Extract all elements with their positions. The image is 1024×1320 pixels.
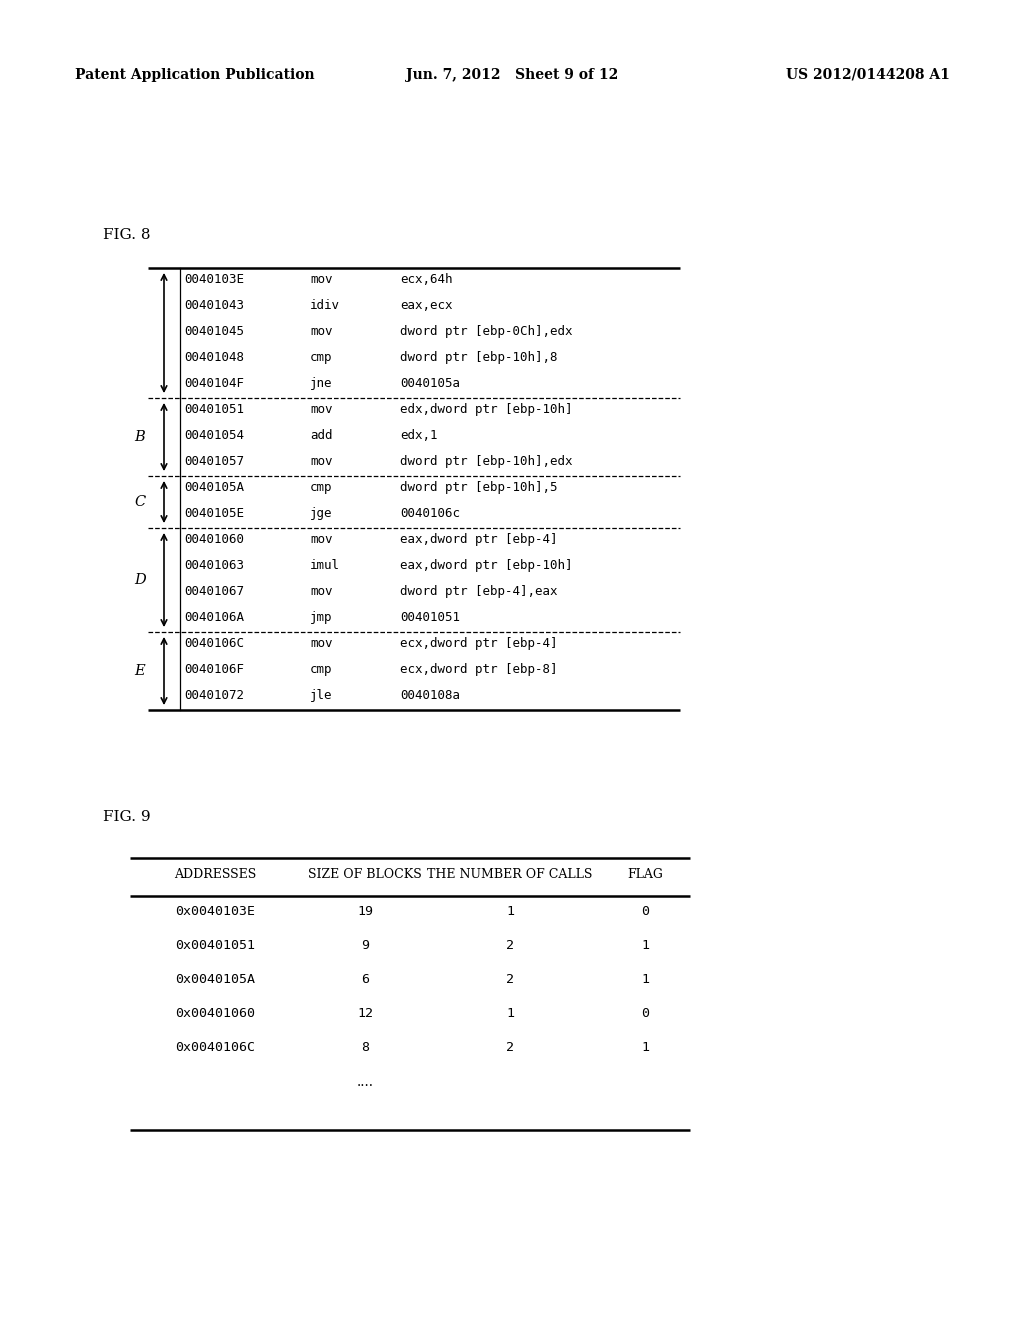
Text: Jun. 7, 2012   Sheet 9 of 12: Jun. 7, 2012 Sheet 9 of 12 bbox=[406, 69, 618, 82]
Text: 8: 8 bbox=[361, 1041, 369, 1053]
Text: ....: .... bbox=[356, 1074, 374, 1089]
Text: jne: jne bbox=[310, 378, 333, 389]
Text: 0040106A: 0040106A bbox=[184, 611, 244, 624]
Text: FIG. 9: FIG. 9 bbox=[103, 810, 151, 824]
Text: imul: imul bbox=[310, 558, 340, 572]
Text: edx,1: edx,1 bbox=[400, 429, 437, 442]
Text: jmp: jmp bbox=[310, 611, 333, 624]
Text: 0040106C: 0040106C bbox=[184, 638, 244, 649]
Text: 0x0040106C: 0x0040106C bbox=[175, 1041, 255, 1053]
Text: ecx,64h: ecx,64h bbox=[400, 273, 453, 286]
Text: cmp: cmp bbox=[310, 663, 333, 676]
Text: mov: mov bbox=[310, 638, 333, 649]
Text: 0x00401060: 0x00401060 bbox=[175, 1007, 255, 1020]
Text: 0x00401051: 0x00401051 bbox=[175, 939, 255, 952]
Text: THE NUMBER OF CALLS: THE NUMBER OF CALLS bbox=[427, 869, 593, 880]
Text: 0040105E: 0040105E bbox=[184, 507, 244, 520]
Text: 0040106F: 0040106F bbox=[184, 663, 244, 676]
Text: dword ptr [ebp-10h],edx: dword ptr [ebp-10h],edx bbox=[400, 455, 572, 469]
Text: 00401051: 00401051 bbox=[184, 403, 244, 416]
Text: US 2012/0144208 A1: US 2012/0144208 A1 bbox=[786, 69, 950, 82]
Text: Patent Application Publication: Patent Application Publication bbox=[75, 69, 314, 82]
Text: B: B bbox=[134, 430, 145, 444]
Text: 00401048: 00401048 bbox=[184, 351, 244, 364]
Text: mov: mov bbox=[310, 325, 333, 338]
Text: 00401051: 00401051 bbox=[400, 611, 460, 624]
Text: 0040108a: 0040108a bbox=[400, 689, 460, 702]
Text: 00401054: 00401054 bbox=[184, 429, 244, 442]
Text: add: add bbox=[310, 429, 333, 442]
Text: 0040105a: 0040105a bbox=[400, 378, 460, 389]
Text: dword ptr [ebp-4],eax: dword ptr [ebp-4],eax bbox=[400, 585, 557, 598]
Text: 1: 1 bbox=[506, 906, 514, 917]
Text: 9: 9 bbox=[361, 939, 369, 952]
Text: eax,dword ptr [ebp-10h]: eax,dword ptr [ebp-10h] bbox=[400, 558, 572, 572]
Text: 2: 2 bbox=[506, 939, 514, 952]
Text: 1: 1 bbox=[641, 1041, 649, 1053]
Text: SIZE OF BLOCKS: SIZE OF BLOCKS bbox=[308, 869, 422, 880]
Text: C: C bbox=[134, 495, 145, 510]
Text: edx,dword ptr [ebp-10h]: edx,dword ptr [ebp-10h] bbox=[400, 403, 572, 416]
Text: 2: 2 bbox=[506, 973, 514, 986]
Text: eax,dword ptr [ebp-4]: eax,dword ptr [ebp-4] bbox=[400, 533, 557, 546]
Text: dword ptr [ebp-10h],5: dword ptr [ebp-10h],5 bbox=[400, 480, 557, 494]
Text: D: D bbox=[134, 573, 145, 587]
Text: 0040104F: 0040104F bbox=[184, 378, 244, 389]
Text: 0: 0 bbox=[641, 906, 649, 917]
Text: E: E bbox=[135, 664, 145, 678]
Text: mov: mov bbox=[310, 585, 333, 598]
Text: jle: jle bbox=[310, 689, 333, 702]
Text: 0040106c: 0040106c bbox=[400, 507, 460, 520]
Text: 00401060: 00401060 bbox=[184, 533, 244, 546]
Text: 0040105A: 0040105A bbox=[184, 480, 244, 494]
Text: 2: 2 bbox=[506, 1041, 514, 1053]
Text: mov: mov bbox=[310, 273, 333, 286]
Text: 00401045: 00401045 bbox=[184, 325, 244, 338]
Text: 0: 0 bbox=[641, 1007, 649, 1020]
Text: cmp: cmp bbox=[310, 480, 333, 494]
Text: 19: 19 bbox=[357, 906, 373, 917]
Text: 6: 6 bbox=[361, 973, 369, 986]
Text: ADDRESSES: ADDRESSES bbox=[174, 869, 256, 880]
Text: ecx,dword ptr [ebp-8]: ecx,dword ptr [ebp-8] bbox=[400, 663, 557, 676]
Text: cmp: cmp bbox=[310, 351, 333, 364]
Text: 0x0040105A: 0x0040105A bbox=[175, 973, 255, 986]
Text: mov: mov bbox=[310, 455, 333, 469]
Text: 12: 12 bbox=[357, 1007, 373, 1020]
Text: 00401067: 00401067 bbox=[184, 585, 244, 598]
Text: 1: 1 bbox=[641, 939, 649, 952]
Text: FIG. 8: FIG. 8 bbox=[103, 228, 151, 242]
Text: FLAG: FLAG bbox=[627, 869, 663, 880]
Text: 1: 1 bbox=[641, 973, 649, 986]
Text: 0x0040103E: 0x0040103E bbox=[175, 906, 255, 917]
Text: 00401057: 00401057 bbox=[184, 455, 244, 469]
Text: 00401043: 00401043 bbox=[184, 300, 244, 312]
Text: mov: mov bbox=[310, 533, 333, 546]
Text: 1: 1 bbox=[506, 1007, 514, 1020]
Text: dword ptr [ebp-0Ch],edx: dword ptr [ebp-0Ch],edx bbox=[400, 325, 572, 338]
Text: eax,ecx: eax,ecx bbox=[400, 300, 453, 312]
Text: idiv: idiv bbox=[310, 300, 340, 312]
Text: 00401063: 00401063 bbox=[184, 558, 244, 572]
Text: jge: jge bbox=[310, 507, 333, 520]
Text: ecx,dword ptr [ebp-4]: ecx,dword ptr [ebp-4] bbox=[400, 638, 557, 649]
Text: 00401072: 00401072 bbox=[184, 689, 244, 702]
Text: 0040103E: 0040103E bbox=[184, 273, 244, 286]
Text: mov: mov bbox=[310, 403, 333, 416]
Text: dword ptr [ebp-10h],8: dword ptr [ebp-10h],8 bbox=[400, 351, 557, 364]
